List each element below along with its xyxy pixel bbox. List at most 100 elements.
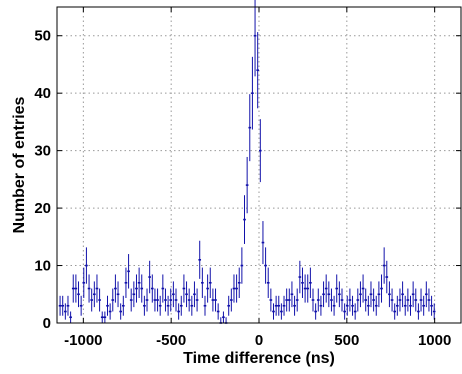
- histogram-bin: [261, 221, 265, 265]
- y-axis-label: Number of entries: [11, 96, 28, 233]
- y-tick-label: 30: [34, 143, 51, 160]
- histogram-bin: [243, 195, 246, 244]
- histogram-bin: [203, 295, 207, 316]
- histogram-bin: [274, 295, 278, 316]
- histogram-bin: [322, 281, 325, 308]
- histogram-bin: [201, 267, 204, 298]
- histogram-bin: [143, 295, 146, 316]
- histogram-bin: [382, 247, 386, 284]
- histogram-bin: [280, 303, 283, 320]
- y-tick-label: 0: [43, 315, 51, 332]
- histogram-bin: [237, 267, 241, 298]
- histogram-bin: [374, 295, 378, 316]
- histogram-bin: [158, 295, 162, 316]
- histogram-bin: [301, 267, 304, 298]
- histogram-bin: [87, 274, 91, 303]
- histogram-bin: [316, 288, 320, 312]
- histogram-bin: [145, 288, 149, 312]
- histogram-bin: [150, 274, 154, 303]
- histogram-bin: [82, 267, 86, 298]
- histogram-bin: [100, 311, 104, 323]
- x-axis-label: Time difference (ns): [183, 350, 335, 367]
- histogram-bin: [227, 295, 231, 316]
- histogram-bin: [156, 288, 159, 312]
- histogram-bin: [348, 288, 352, 312]
- histogram-bin: [66, 295, 70, 316]
- histogram-bin: [137, 267, 141, 298]
- x-tick-label: -1000: [64, 332, 102, 349]
- histogram-bin: [135, 274, 138, 303]
- histogram-bin: [403, 295, 407, 316]
- histogram-bin: [93, 281, 96, 308]
- histogram-bin: [61, 295, 65, 316]
- histogram-bin: [98, 288, 101, 312]
- histogram-bin: [69, 311, 72, 323]
- histogram-bin: [419, 288, 423, 312]
- histogram-bin: [309, 267, 312, 298]
- histogram-bin: [324, 274, 328, 303]
- histogram-bin: [380, 274, 383, 303]
- histogram-bin: [206, 274, 209, 303]
- histogram-bin: [338, 281, 341, 308]
- histogram-bin: [179, 295, 183, 316]
- histogram-bin: [306, 274, 310, 303]
- y-tick-labels: 0 10 20 30 40 50: [34, 28, 51, 332]
- histogram-bin: [106, 295, 109, 316]
- histogram-bin: [356, 288, 360, 312]
- histogram-bin: [269, 288, 273, 312]
- histogram-bin: [58, 295, 62, 316]
- histogram-bin: [214, 288, 217, 312]
- histogram-bin: [222, 311, 225, 323]
- y-tick-label: 40: [34, 85, 51, 102]
- histogram-bin: [422, 295, 425, 316]
- histogram-bin: [116, 281, 120, 308]
- histogram-bin: [95, 274, 99, 303]
- y-tick-label: 20: [34, 200, 51, 217]
- histogram-bin: [253, 0, 257, 77]
- histogram-bin: [140, 274, 144, 303]
- histogram-bin: [372, 288, 375, 312]
- histogram-bin: [430, 295, 433, 316]
- histogram-bin: [79, 295, 83, 316]
- histogram-bin: [103, 311, 107, 323]
- histogram-bin: [385, 260, 389, 294]
- histogram-bin: [177, 303, 180, 320]
- histogram-bin: [345, 295, 349, 316]
- histogram-bin: [398, 288, 402, 312]
- histogram-bin: [129, 288, 133, 312]
- histogram-bin: [185, 281, 188, 308]
- histogram-bin: [230, 288, 233, 312]
- histogram-bin: [182, 274, 186, 303]
- y-tick-label: 50: [34, 28, 51, 45]
- y-tick-label: 10: [34, 258, 51, 275]
- histogram-bin: [85, 247, 88, 284]
- histogram-bin: [245, 156, 249, 214]
- histogram-bin: [235, 274, 238, 303]
- histogram-bin: [198, 240, 202, 279]
- histogram-bin: [406, 288, 410, 312]
- histogram-bin: [121, 295, 125, 316]
- histogram-bin: [417, 303, 420, 320]
- histogram-bin: [111, 288, 115, 312]
- histogram-bin: [361, 274, 365, 303]
- histogram-bin: [327, 281, 331, 308]
- histogram-bin: [166, 295, 170, 316]
- histogram-bin: [282, 295, 286, 316]
- histogram-bin: [319, 295, 323, 316]
- histogram-bin: [277, 295, 281, 316]
- histogram-bin: [153, 288, 157, 312]
- axis-ticks: [57, 7, 461, 324]
- x-tick-label: 500: [334, 332, 359, 349]
- histogram-bin: [367, 295, 370, 316]
- histogram-series: [58, 0, 436, 324]
- histogram-bin: [393, 303, 397, 320]
- histogram-bin: [364, 288, 368, 312]
- histogram-bin: [409, 295, 412, 316]
- histogram-bin: [377, 281, 381, 308]
- histogram-bin: [90, 288, 94, 312]
- histogram-bin: [369, 281, 373, 308]
- histogram-bin: [77, 281, 80, 308]
- histogram-bin: [256, 32, 259, 109]
- histogram-bin: [264, 247, 267, 284]
- histogram-bin: [124, 267, 128, 298]
